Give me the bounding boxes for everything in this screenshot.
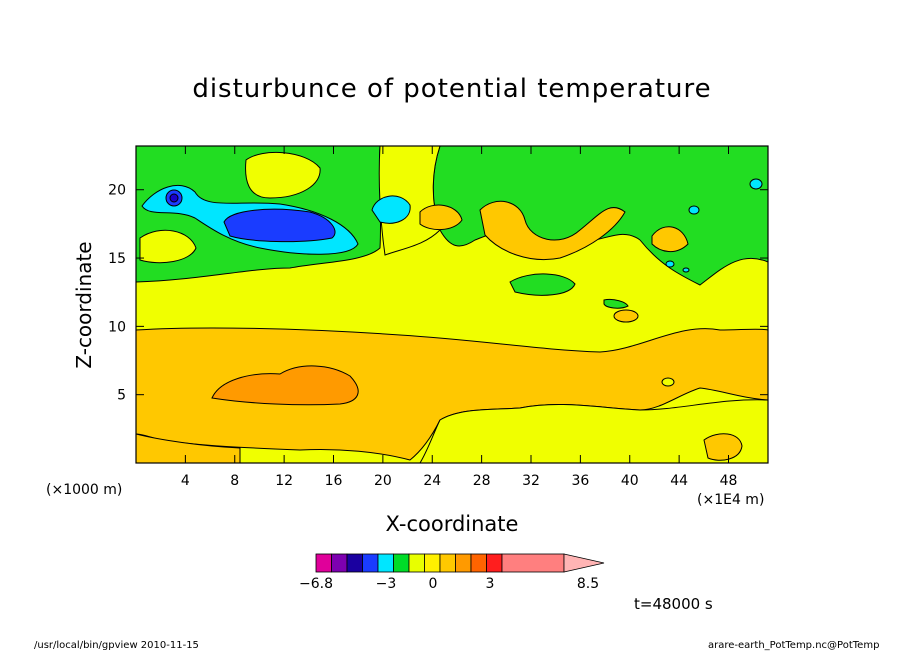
field-blue-spot1 [665, 260, 675, 268]
x-tick-label: 4 [181, 473, 190, 489]
x-tick-label: 12 [275, 473, 293, 489]
footer-right: arare-earth_PotTemp.nc@PotTemp [708, 640, 880, 651]
field-orange-band [136, 327, 768, 461]
colorbar-cell [408, 553, 425, 573]
x-unit-label: (×1E4 m) [697, 492, 765, 508]
field-orange-small [613, 309, 639, 323]
field-yellow-top2 [378, 146, 441, 256]
field-orange-right3 [651, 226, 689, 252]
y-axis-label: Z-coordinate [72, 241, 96, 369]
x-tick-label: 16 [325, 473, 343, 489]
x-tick-label: 40 [621, 473, 639, 489]
field-green-patch2 [603, 299, 629, 309]
x-tick-label: 48 [720, 473, 738, 489]
field-orange-br [703, 433, 743, 461]
y-tick-label: 10 [108, 319, 126, 335]
field-green-patch [509, 273, 576, 296]
x-tick-label: 32 [522, 473, 540, 489]
colorbar-tick-label: 8.5 [577, 576, 599, 592]
colorbar-cell [315, 553, 332, 573]
field-blue-spot3 [749, 178, 763, 190]
x-tick-label: 24 [423, 473, 441, 489]
colorbar-tick-label: −3 [376, 576, 397, 592]
y-tick-label: 5 [117, 388, 126, 404]
field-blue-spot2 [682, 267, 690, 273]
x-tick-label: 44 [670, 473, 688, 489]
field-darkorange-blob [211, 365, 359, 406]
field-yellow-spot2 [661, 377, 675, 387]
field-orange-bottom [136, 433, 241, 463]
colorbar-arrow [563, 553, 605, 573]
x-axis-ticks: 4 8 12 16 20 24 28 32 36 40 44 48 [181, 146, 738, 489]
colorbar-cell [346, 553, 363, 573]
x-tick-label: 20 [374, 473, 392, 489]
field-blue-left [223, 208, 336, 243]
plot-frame [135, 145, 769, 464]
field-yellow-top [245, 151, 321, 199]
colorbar-tick-label: −6.8 [299, 576, 333, 592]
colorbar-cell [486, 553, 503, 573]
field-orange-right1 [419, 204, 463, 230]
x-tick-label: 36 [571, 473, 589, 489]
field-yellow-bottom-right [419, 399, 768, 463]
y-tick-label: 15 [108, 251, 126, 267]
colorbar-cell [439, 553, 456, 573]
field-darkblue-small [169, 193, 179, 203]
colorbar-cell [470, 553, 487, 573]
colorbar-cell [362, 553, 379, 573]
colorbar-tick-label: 0 [429, 576, 438, 592]
colorbar-cell [455, 553, 472, 573]
colorbar-cell [393, 553, 410, 573]
y-axis-ticks: 5 10 15 20 [108, 183, 768, 404]
x-tick-label: 8 [230, 473, 239, 489]
footer-left: /usr/local/bin/gpview 2010-11-15 [34, 640, 199, 651]
time-label: t=48000 s [634, 595, 713, 613]
chart-title: disturbunce of potential temperature [192, 74, 712, 104]
colorbar: −6.8 −3 0 3 8.5 [299, 553, 605, 592]
y-unit-label: (×1000 m) [46, 482, 123, 498]
colorbar-tick-label: 3 [486, 576, 495, 592]
x-tick-label: 28 [473, 473, 491, 489]
field-blue-spot4 [688, 205, 700, 215]
field-orange-right2 [479, 200, 626, 261]
x-axis-label: X-coordinate [385, 512, 519, 536]
colorbar-cell-wide [501, 553, 565, 573]
y-tick-label: 20 [108, 183, 126, 199]
field-yellow-left [139, 229, 197, 264]
colorbar-cell [377, 553, 394, 573]
field-cyan-mid [371, 195, 411, 224]
colorbar-cell [331, 553, 348, 573]
colorbar-cell [424, 553, 441, 573]
